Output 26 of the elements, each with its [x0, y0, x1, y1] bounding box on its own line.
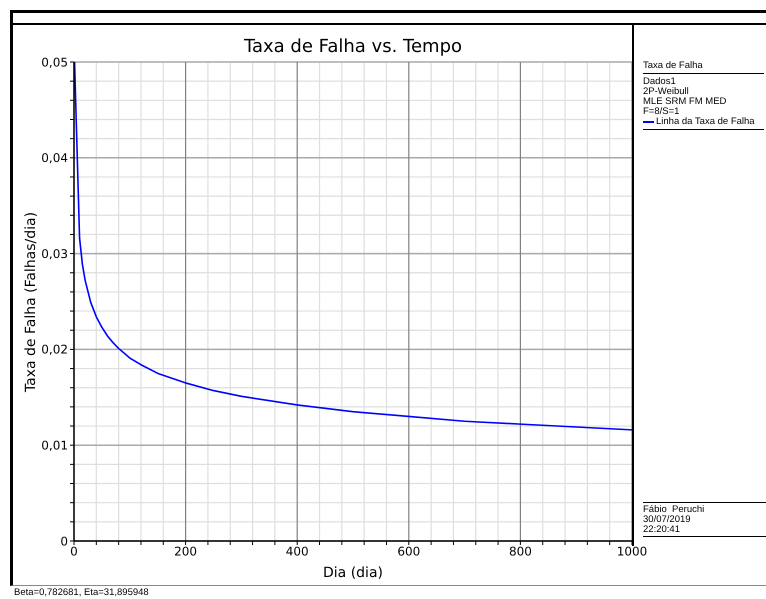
text: Fábio Peruchi	[643, 504, 706, 515]
line-series	[74, 62, 632, 431]
y-tick-label: 0,04	[41, 151, 68, 166]
y-tick-label: 0,01	[41, 438, 68, 452]
text: 2P-Weibull	[643, 86, 690, 97]
legend-label: Linha da Taxa de Falha	[656, 116, 755, 127]
text: MLE SRM FM MED	[643, 96, 728, 107]
x-tick-label: 200	[174, 544, 198, 559]
text: 30/07/2019	[643, 514, 692, 525]
x-tick-label: 0	[70, 544, 78, 559]
text: 22:20:41	[643, 524, 681, 535]
x-tick-label: 800	[508, 544, 532, 559]
chart-title: Taxa de Falha vs. Tempo	[242, 36, 464, 57]
y-axis-title: Taxa de Falha (Falhas/dia)	[23, 211, 39, 392]
x-tick-label: 400	[286, 544, 309, 559]
legend-title: Taxa de Falha	[643, 60, 764, 74]
y-tick-label: 0,05	[41, 55, 68, 70]
text: F=8/S=1	[643, 106, 680, 117]
text: Beta=0,782681, Eta=31,895948	[14, 587, 149, 598]
y-tick-label: 0,02	[41, 342, 68, 357]
x-tick-label: 600	[397, 544, 420, 559]
x-axis-title: Dia (dia)	[322, 565, 384, 581]
y-tick-label: 0,03	[41, 246, 68, 261]
y-tick-label: 0	[60, 534, 68, 548]
x-tick-label: 1000	[616, 544, 648, 559]
text: Dados1	[643, 76, 677, 87]
